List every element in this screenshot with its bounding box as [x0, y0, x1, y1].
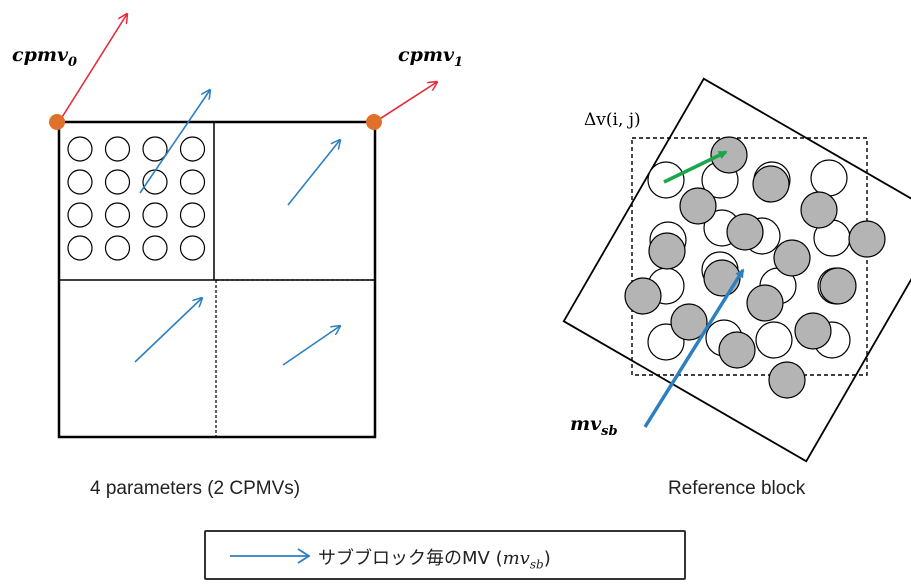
sample-point [142, 235, 168, 261]
reference-sample-displaced [773, 239, 811, 277]
legend-math: mv [502, 548, 530, 569]
legend-close: ) [543, 548, 551, 569]
cpmv0-arrow [58, 14, 127, 123]
reference-sample-displaced [794, 312, 832, 350]
sample-point [104, 235, 131, 261]
sample-point [67, 235, 93, 261]
reference-sample-displaced [726, 213, 764, 251]
reference-sample-displaced [800, 191, 838, 229]
mv-sb-label: mvsb [570, 413, 618, 439]
caption-reference-block: Reference block [668, 478, 806, 499]
sample-point [179, 169, 206, 195]
sample-point [104, 136, 131, 162]
delta-v-label: Δv(i, j) [584, 110, 641, 130]
reference-sample-displaced [819, 267, 857, 305]
subblock-mv-arrow-bottom-left [134, 298, 202, 363]
reference-sample-displaced [718, 331, 756, 369]
reference-sample-original [810, 159, 848, 197]
reference-samples [624, 136, 886, 399]
sample-point [104, 169, 131, 195]
legend: サブブロック毎のMV (mvsb) [204, 530, 686, 580]
reference-sample-displaced [648, 232, 686, 270]
cpmv1-label: cpmv1 [398, 44, 463, 70]
legend-text-main: サブブロック毎のMV ( [318, 548, 503, 569]
delta-v-arrow [663, 150, 728, 184]
reference-sample-displaced [746, 284, 784, 322]
reference-sample-displaced [768, 361, 806, 399]
sample-point [142, 136, 168, 162]
reference-sample-displaced [670, 303, 708, 341]
caption-parameters: 4 parameters (2 CPMVs) [90, 478, 301, 499]
sample-grid [67, 136, 206, 261]
sample-point [67, 169, 93, 195]
sample-point [179, 136, 206, 162]
cpmv0-label: cpmv0 [12, 44, 77, 70]
sample-point [67, 136, 93, 162]
legend-math-sub: sb [529, 557, 544, 572]
reference-sample-original [755, 321, 793, 359]
legend-arrow-icon [230, 548, 311, 564]
reference-sample-displaced [848, 220, 886, 258]
subblock-mv-arrow-top-right [287, 140, 340, 206]
reference-sample-displaced [624, 277, 662, 315]
reference-sample-displaced [679, 187, 717, 225]
affine-motion-diagram: cpmv0 cpmv1 Δv(i, j) mvsb [12, 0, 911, 463]
reference-sample-displaced [703, 259, 741, 297]
reference-block-rotated [562, 77, 911, 463]
sample-point [142, 202, 168, 228]
control-point-1 [366, 114, 382, 130]
reference-sample-displaced [752, 165, 790, 203]
reference-sample-displaced [710, 136, 748, 174]
cpmv1-arrow [374, 82, 437, 123]
sample-point [104, 202, 131, 228]
control-point-0 [49, 114, 65, 130]
current-block [57, 120, 377, 439]
subblock-mv-arrow-bottom-right [282, 326, 340, 366]
sample-point [67, 202, 93, 228]
subblock-mv-arrow-top-left [139, 90, 210, 194]
legend-label: サブブロック毎のMV (mvsb) [318, 544, 551, 572]
sample-point [179, 235, 206, 261]
sample-point [179, 202, 206, 228]
mv-sb-arrow [643, 268, 745, 428]
